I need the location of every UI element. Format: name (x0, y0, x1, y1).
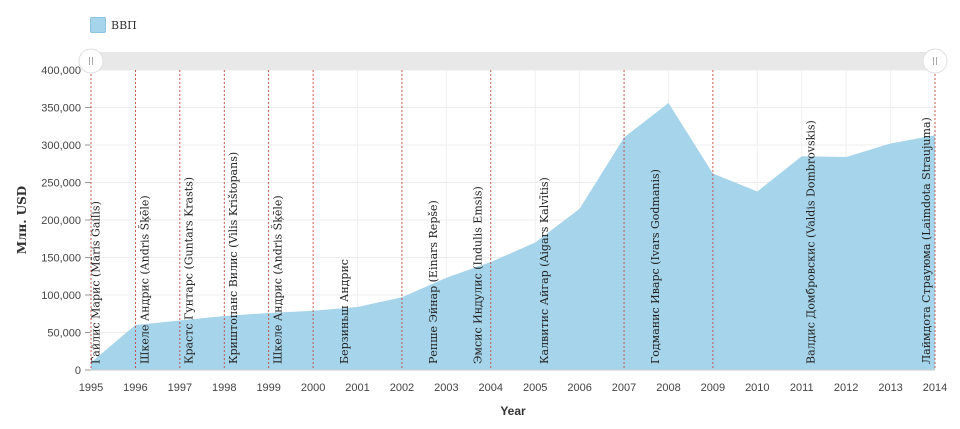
y-tick-label: 200,000 (41, 215, 81, 227)
annotation-label: Годманис Иварс (Ivars Godmanis) (649, 169, 662, 364)
y-tick-label: 350,000 (41, 103, 81, 115)
y-tick-label: 50,000 (47, 328, 81, 340)
x-tick-label: 2007 (612, 382, 636, 394)
y-tick-label: 150,000 (41, 253, 81, 265)
x-axis-title: Year (500, 404, 526, 418)
range-slider-left-handle[interactable] (78, 48, 104, 74)
x-tick-label: 1999 (256, 382, 280, 394)
x-tick-label: 2003 (434, 382, 458, 394)
x-tick-label: 2002 (390, 382, 414, 394)
annotation-label: Шкеле Андрис (Andris Šķēle) (271, 195, 285, 364)
x-tick-label: 2008 (656, 382, 680, 394)
x-tick-label: 2006 (567, 382, 591, 394)
legend-label: ВВП (111, 18, 137, 32)
y-tick-label: 100,000 (41, 290, 81, 302)
range-slider-track[interactable] (91, 52, 935, 70)
x-tick-label: 2014 (923, 382, 947, 394)
annotation-label: Эмсис Индулис (Indulis Emsis) (471, 186, 484, 364)
y-tick-label: 400,000 (41, 65, 81, 77)
x-tick-label: 1998 (212, 382, 236, 394)
annotation-label: Репше Эйнар (Einars Repše) (427, 200, 440, 364)
y-tick-label: 300,000 (41, 140, 81, 152)
y-axis-title: Млн. USD (15, 186, 29, 254)
range-slider-right-handle[interactable] (922, 48, 948, 74)
x-tick-label: 2012 (834, 382, 858, 394)
x-tick-label: 2000 (301, 382, 325, 394)
legend-swatch (90, 17, 106, 33)
x-tick-label: 2001 (345, 382, 369, 394)
gdp-area (91, 103, 935, 370)
annotation-label: Лаймдота Страуюма (Laimdota Straujuma) (920, 117, 933, 364)
annotation-label: Шкеле Андрис (Andris Šķēle) (137, 195, 151, 364)
annotation-label: Крастс Гунтарс (Guntars Krasts) (183, 177, 196, 364)
x-tick-label: 1997 (168, 382, 192, 394)
x-tick-label: 2004 (479, 382, 503, 394)
x-tick-label: 2009 (701, 382, 725, 394)
annotation-label: Валдис Домбровскис (Valdis Dombrovskis) (805, 120, 818, 364)
annotation-label: Криштопанс Вилис (Vilis Krištopans) (227, 152, 240, 364)
x-tick-label: 1996 (123, 382, 147, 394)
x-tick-label: 1995 (79, 382, 103, 394)
x-tick-label: 2013 (878, 382, 902, 394)
annotation-label: Калвитис Айгар (Aigars Kalvītis) (538, 177, 551, 364)
annotation-label: Берзиньш Андрис (338, 259, 351, 364)
x-tick-label: 2010 (745, 382, 769, 394)
legend-item-gdp[interactable]: ВВП (90, 17, 137, 33)
y-tick-label: 250,000 (41, 178, 81, 190)
annotation-label: Гайлис Марис (Māris Gailis) (89, 201, 102, 364)
x-tick-label: 2011 (790, 382, 814, 394)
y-tick-label: 0 (75, 365, 81, 377)
x-tick-label: 2005 (523, 382, 547, 394)
